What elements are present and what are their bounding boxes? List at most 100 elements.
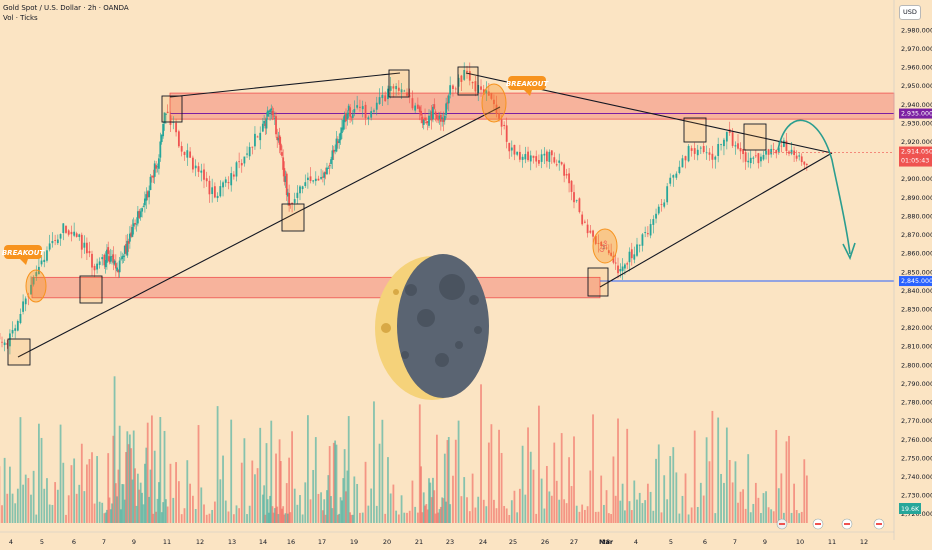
moon-crater [435, 353, 449, 367]
candle-body [442, 118, 445, 122]
x-tick-label: 7 [102, 538, 106, 546]
candle-body [443, 115, 446, 121]
volume-bar [96, 456, 98, 523]
candle-body [259, 132, 262, 141]
candle-body [785, 140, 788, 152]
candle-body [116, 267, 119, 272]
volume-bar [725, 427, 728, 523]
candle-body [663, 202, 666, 207]
candle-body [597, 243, 600, 244]
candle-body [800, 156, 803, 163]
volume-bar [232, 514, 235, 523]
candle-body [739, 147, 742, 152]
volume-bar [535, 513, 538, 523]
candle-body [135, 223, 138, 225]
y-tick-label: 2,920.000 [901, 138, 932, 146]
candle-body [104, 260, 107, 268]
volume-bar [586, 506, 589, 523]
candle-body [306, 177, 309, 180]
volume-bar [508, 514, 511, 523]
volume-bar [775, 429, 778, 523]
candle-body [555, 164, 558, 166]
volume-bar [230, 419, 233, 523]
candle-body [3, 342, 6, 346]
candle-body [723, 139, 725, 147]
candle-body [324, 171, 327, 175]
candle-body [155, 165, 158, 169]
x-tick-label: 28 [602, 538, 610, 546]
volume-bar [343, 449, 346, 523]
candle-body [628, 251, 631, 263]
candle-body [367, 117, 370, 120]
x-tick-label: 4 [9, 538, 13, 546]
candle-body [123, 245, 126, 254]
x-tick-label: 11 [828, 538, 836, 546]
x-tick-label: 24 [479, 538, 487, 546]
volume-bar [259, 427, 262, 523]
volume-bar [675, 472, 678, 523]
candle-body [775, 149, 778, 154]
volume-bar [282, 506, 285, 523]
volume-bar [254, 474, 256, 523]
y-tick-label: 2,870.000 [901, 231, 932, 239]
volume-bar [189, 483, 191, 523]
volume-bar [563, 499, 566, 523]
candle-body [219, 186, 222, 197]
candle-body [127, 241, 130, 244]
candle-body [742, 149, 744, 154]
volume-bar [104, 512, 107, 523]
candle-body [279, 143, 282, 151]
candle-body [803, 161, 806, 165]
volume-bar [156, 498, 159, 523]
candle-body [669, 177, 672, 184]
candle-body [480, 86, 482, 90]
volume-bar [175, 462, 177, 523]
candle-body [731, 132, 734, 146]
volume-bar [296, 504, 299, 523]
volume-bar [805, 475, 808, 523]
candle-body [626, 263, 629, 265]
candle-body [273, 118, 276, 120]
candle-body [6, 343, 9, 345]
volume-bar [359, 512, 361, 523]
candle-body [433, 104, 436, 109]
candle-body [392, 86, 395, 89]
volume-bar [238, 508, 241, 523]
currency-button[interactable]: USD [899, 5, 921, 20]
candle-body [788, 151, 790, 154]
candle-body [422, 120, 425, 125]
candle-body [563, 164, 566, 176]
y-tick-label: 2,830.000 [901, 305, 932, 313]
volume-bar [734, 461, 737, 523]
candle-body [128, 233, 131, 242]
volume-bar [243, 438, 246, 523]
volume-bar [474, 507, 477, 523]
candle-body [543, 153, 546, 156]
y-tick-label: 2,960.000 [901, 64, 932, 72]
candle-body [428, 115, 430, 126]
volume-bar [436, 434, 438, 523]
candle-body [397, 87, 400, 91]
volume-bar [75, 493, 78, 523]
volume-bar [109, 509, 112, 523]
volume-bar [351, 514, 354, 523]
candle-body [192, 157, 194, 170]
volume-bar [757, 497, 760, 523]
volume-bar [266, 499, 269, 523]
volume-bar [389, 493, 392, 523]
volume-bar [397, 514, 400, 523]
volume-bar [408, 510, 411, 523]
volume-bar [287, 513, 289, 523]
volume-bar [312, 469, 315, 523]
candle-body [560, 162, 563, 165]
volume-bar [434, 513, 437, 523]
volume-bar [194, 508, 197, 523]
candle-body [696, 149, 699, 156]
candle-body [211, 187, 214, 195]
candle-body [655, 213, 657, 219]
candle-body [406, 92, 408, 96]
candle-body [321, 176, 324, 178]
volume-bar [118, 425, 121, 523]
candle-body [205, 178, 208, 182]
